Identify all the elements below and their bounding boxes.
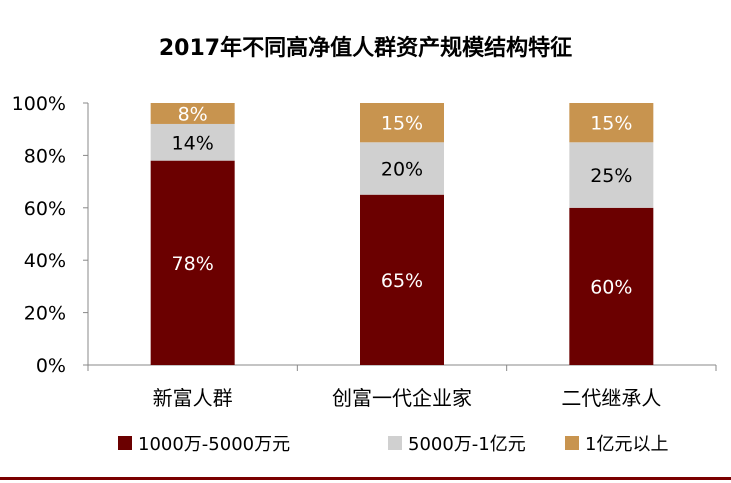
data-label: 25% [590,165,632,187]
chart-title: 2017年不同高净值人群资产规模结构特征 [158,36,573,61]
bar-segment [150,123,235,161]
legend-swatch [118,436,132,450]
y-tick-label: 80% [24,145,66,167]
x-category-label: 新富人群 [153,386,233,410]
bar-segment [569,207,654,365]
bottom-rule [0,477,731,480]
y-tick-label: 60% [24,198,66,220]
y-tick-label: 0% [36,355,66,377]
legend-label: 1亿元以上 [585,434,668,455]
x-category-label: 二代继承人 [561,386,661,410]
bar-segment [569,142,654,208]
x-category-label: 创富一代企业家 [332,386,472,410]
bar-segment [360,194,444,365]
data-label: 78% [172,253,214,275]
data-label: 60% [590,276,632,298]
legend-label: 1000万-5000万元 [138,434,290,455]
data-label: 15% [590,113,632,135]
legend-label: 5000万-1亿元 [408,434,526,455]
y-tick-label: 20% [24,303,66,325]
data-label: 8% [178,103,208,125]
bar-segment [150,103,235,124]
legend-swatch [565,436,579,450]
data-label: 14% [172,132,214,154]
bar-segment [360,142,444,195]
data-label: 65% [381,270,423,292]
data-label: 15% [381,113,423,135]
y-tick-label: 100% [12,93,66,115]
y-tick-label: 40% [24,250,66,272]
data-label: 20% [381,159,423,181]
legend-swatch [388,436,402,450]
bar-segment [150,160,235,365]
bar-segment [360,103,444,143]
bar-segment [569,103,654,143]
